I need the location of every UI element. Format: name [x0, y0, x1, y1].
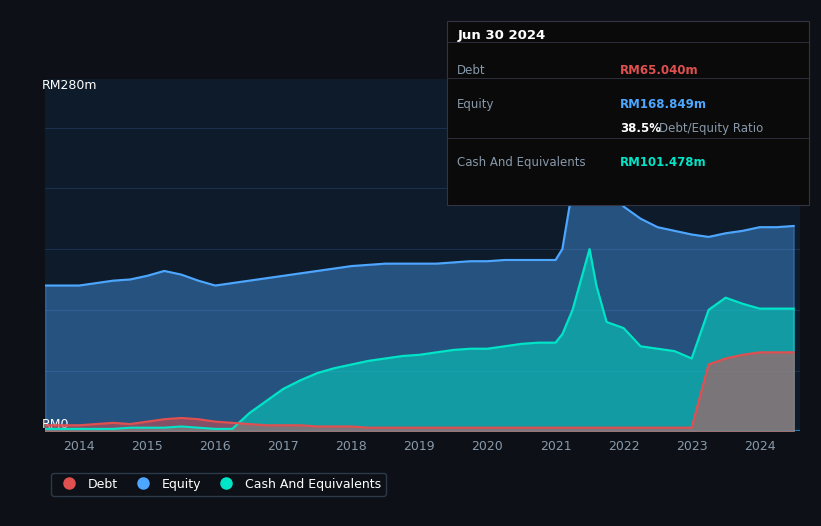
Text: RM280m: RM280m	[41, 79, 97, 92]
Text: 38.5%: 38.5%	[620, 122, 661, 135]
Text: Equity: Equity	[457, 98, 495, 111]
Text: RM101.478m: RM101.478m	[620, 156, 707, 169]
Text: RM65.040m: RM65.040m	[620, 64, 699, 77]
Text: RM168.849m: RM168.849m	[620, 98, 707, 111]
Text: Debt: Debt	[457, 64, 486, 77]
Text: Debt/Equity Ratio: Debt/Equity Ratio	[659, 122, 764, 135]
Text: Jun 30 2024: Jun 30 2024	[457, 29, 545, 43]
Text: RM0: RM0	[41, 418, 69, 431]
Text: Cash And Equivalents: Cash And Equivalents	[457, 156, 586, 169]
Legend: Debt, Equity, Cash And Equivalents: Debt, Equity, Cash And Equivalents	[52, 472, 386, 495]
